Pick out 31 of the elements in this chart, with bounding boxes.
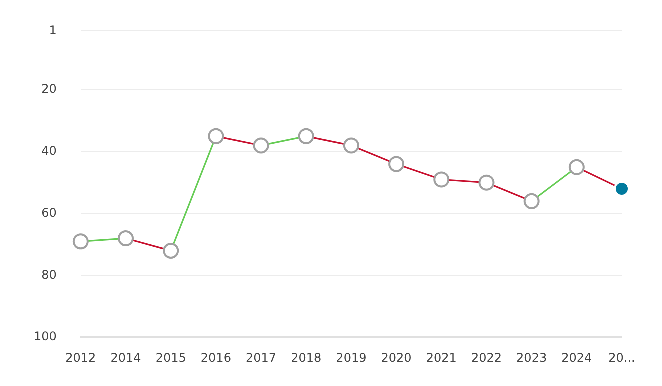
y-tick-label: 40 (42, 144, 57, 158)
x-tick-label: 2023 (516, 350, 548, 365)
y-tick-label: 60 (42, 206, 57, 220)
x-tick-label: 2016 (200, 350, 232, 365)
y-tick-label: 1 (49, 23, 57, 38)
point (343, 138, 360, 154)
point (253, 138, 270, 154)
point (478, 174, 495, 191)
x-tick-label: 20... (608, 350, 636, 365)
y-tick-label: 100 (34, 330, 57, 344)
y-tick-label: 80 (42, 268, 57, 282)
point (434, 172, 450, 188)
x-tick-label: 2018 (291, 350, 322, 365)
point (388, 156, 405, 172)
point (524, 193, 540, 210)
point (118, 230, 134, 247)
x-tick-label: 2012 (66, 350, 96, 365)
point (568, 159, 585, 176)
x-tick-label: 2021 (426, 350, 457, 365)
x-tick-label: 2014 (110, 350, 142, 365)
x-tick-label: 2024 (562, 350, 592, 365)
point (208, 128, 224, 144)
x-tick-label: 2015 (156, 350, 186, 365)
x-tick-label: 2019 (336, 350, 367, 365)
point (163, 242, 180, 259)
point (298, 128, 314, 144)
x-tick-label: 2022 (471, 350, 502, 365)
y-tick-label: 20 (42, 82, 57, 96)
x-tick-label: 2020 (381, 350, 412, 365)
x-tick-label: 2017 (246, 350, 277, 365)
point (72, 234, 89, 250)
